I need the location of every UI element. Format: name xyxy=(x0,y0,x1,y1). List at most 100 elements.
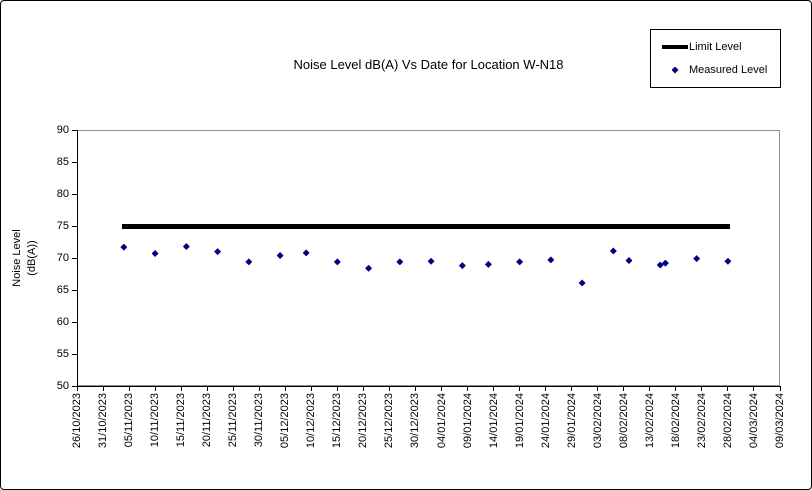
measured-point xyxy=(427,257,435,265)
measured-point xyxy=(458,262,466,270)
x-tick xyxy=(675,386,677,391)
y-axis-title-line2: (dB(A)) xyxy=(26,240,38,276)
x-tick-label: 18/02/2024 xyxy=(669,393,682,449)
measured-point xyxy=(276,251,284,259)
x-tick-label: 30/11/2023 xyxy=(253,393,266,448)
measured-point xyxy=(547,256,555,264)
x-tick xyxy=(206,386,208,391)
legend-label-measured-level: Measured Level xyxy=(689,64,768,76)
y-axis-title: Noise Level (dB(A)) xyxy=(10,197,40,319)
x-tick xyxy=(258,386,260,391)
x-tick xyxy=(467,386,469,391)
y-tick-label: 55 xyxy=(56,347,69,360)
x-tick xyxy=(623,386,625,391)
x-tick-label: 19/01/2024 xyxy=(513,393,526,449)
x-tick-label: 26/10/2023 xyxy=(71,393,83,449)
y-tick-label: 70 xyxy=(56,251,69,264)
x-tick xyxy=(362,386,364,391)
x-tick xyxy=(336,386,338,391)
x-tick-label: 09/01/2024 xyxy=(461,393,474,449)
x-tick-label: 03/02/2024 xyxy=(591,393,604,449)
x-tick xyxy=(232,386,234,391)
x-tick-label: 13/02/2024 xyxy=(643,393,656,449)
x-tick xyxy=(102,386,104,391)
y-tick xyxy=(72,257,77,259)
measured-point xyxy=(182,242,190,250)
x-tick-label: 15/12/2023 xyxy=(331,393,344,449)
measured-point xyxy=(656,261,664,269)
legend: Limit Level Measured Level xyxy=(650,29,781,88)
legend-entry-limit-level: Limit Level xyxy=(661,41,780,53)
x-tick xyxy=(727,386,729,391)
measured-point xyxy=(214,248,222,256)
measured-point xyxy=(302,249,310,257)
y-tick-label: 50 xyxy=(56,379,69,392)
x-tick xyxy=(180,386,182,391)
x-tick-label: 20/12/2023 xyxy=(357,393,370,449)
measured-point xyxy=(578,279,586,287)
x-tick xyxy=(519,386,521,391)
x-tick-label: 09/03/2024 xyxy=(774,393,786,449)
x-tick-label: 20/11/2023 xyxy=(201,393,214,448)
x-tick-label: 14/01/2024 xyxy=(487,393,500,449)
y-axis-title-line1: Noise Level xyxy=(11,229,23,287)
y-tick xyxy=(72,161,77,163)
y-tick-label: 65 xyxy=(56,283,69,296)
x-tick xyxy=(701,386,703,391)
y-tick xyxy=(72,289,77,291)
measured-point xyxy=(151,250,159,258)
chart-title: Noise Level dB(A) Vs Date for Location W… xyxy=(293,57,564,72)
x-tick xyxy=(571,386,573,391)
legend-marker-slot xyxy=(661,66,689,74)
x-tick-label: 05/12/2023 xyxy=(279,393,292,449)
plot-area xyxy=(77,130,780,386)
legend-entry-measured-level: Measured Level xyxy=(661,64,780,76)
x-tick-label: 24/01/2024 xyxy=(539,393,552,449)
x-tick-label: 29/01/2024 xyxy=(565,393,578,449)
y-tick xyxy=(72,385,77,387)
x-tick xyxy=(128,386,130,391)
measured-point xyxy=(484,260,492,268)
y-axis-line xyxy=(77,130,78,387)
x-tick-label: 30/12/2023 xyxy=(409,393,422,449)
measured-level-diamond-icon xyxy=(671,66,679,74)
x-tick xyxy=(76,386,78,391)
x-axis-line xyxy=(77,386,780,387)
measured-point xyxy=(609,247,617,255)
x-tick-label: 25/12/2023 xyxy=(383,393,396,449)
x-tick-label: 10/12/2023 xyxy=(305,393,318,449)
x-tick xyxy=(154,386,156,391)
x-tick xyxy=(545,386,547,391)
x-tick-label: 10/11/2023 xyxy=(149,393,162,448)
y-tick-label: 60 xyxy=(56,315,69,328)
y-tick-label: 75 xyxy=(56,219,69,232)
measured-point xyxy=(625,257,633,265)
x-tick-label: 04/01/2024 xyxy=(435,393,448,449)
measured-point xyxy=(396,258,404,266)
x-tick-label: 25/11/2023 xyxy=(227,393,240,448)
x-tick xyxy=(441,386,443,391)
measured-point xyxy=(365,264,373,272)
legend-label-limit-level: Limit Level xyxy=(689,41,742,53)
measured-point xyxy=(661,259,669,267)
x-tick-label: 05/11/2023 xyxy=(123,393,136,448)
measured-point xyxy=(120,243,128,251)
x-tick xyxy=(779,386,781,391)
y-tick-label: 90 xyxy=(56,123,69,136)
x-tick xyxy=(310,386,312,391)
measured-point xyxy=(693,255,701,263)
measured-point xyxy=(333,258,341,266)
legend-marker-slot xyxy=(661,45,689,49)
measured-point xyxy=(724,257,732,265)
measured-point xyxy=(245,258,253,266)
x-tick-label: 15/11/2023 xyxy=(175,393,188,448)
y-tick-label: 80 xyxy=(56,187,69,200)
y-tick-label: 85 xyxy=(56,155,69,168)
x-tick xyxy=(414,386,416,391)
x-tick-label: 28/02/2024 xyxy=(721,393,734,449)
x-tick-label: 04/03/2024 xyxy=(747,393,760,449)
limit-level-line xyxy=(121,223,730,229)
y-tick xyxy=(72,321,77,323)
x-tick xyxy=(753,386,755,391)
